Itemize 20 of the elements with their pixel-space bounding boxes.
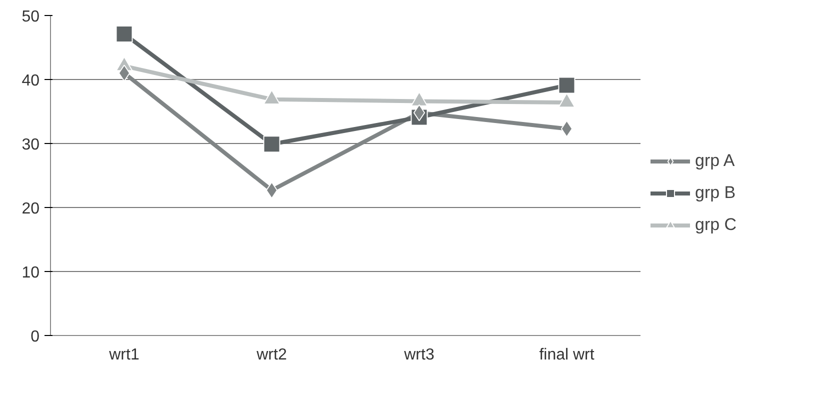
x-tick-label: wrt3 [403, 346, 434, 364]
legend-label: grp B [695, 183, 736, 203]
point [558, 76, 576, 94]
y-tick-label: 20 [22, 200, 40, 218]
x-tick-label: wrt1 [108, 346, 140, 364]
y-tick-label: 50 [22, 8, 40, 26]
y-tick-label: 30 [22, 136, 40, 154]
point [263, 136, 280, 153]
y-tick-label: 0 [30, 328, 40, 346]
point [116, 26, 133, 43]
point [560, 120, 573, 138]
y-tick-label: 10 [22, 264, 40, 282]
legend-label: grp C [695, 215, 737, 235]
x-tick-label: wrt2 [256, 346, 287, 364]
x-tick-label: final wrt [539, 346, 595, 364]
point [413, 104, 426, 122]
y-tick-label: 40 [22, 72, 40, 90]
point [118, 64, 130, 82]
point [266, 182, 278, 199]
legend-label: grp A [695, 151, 735, 171]
